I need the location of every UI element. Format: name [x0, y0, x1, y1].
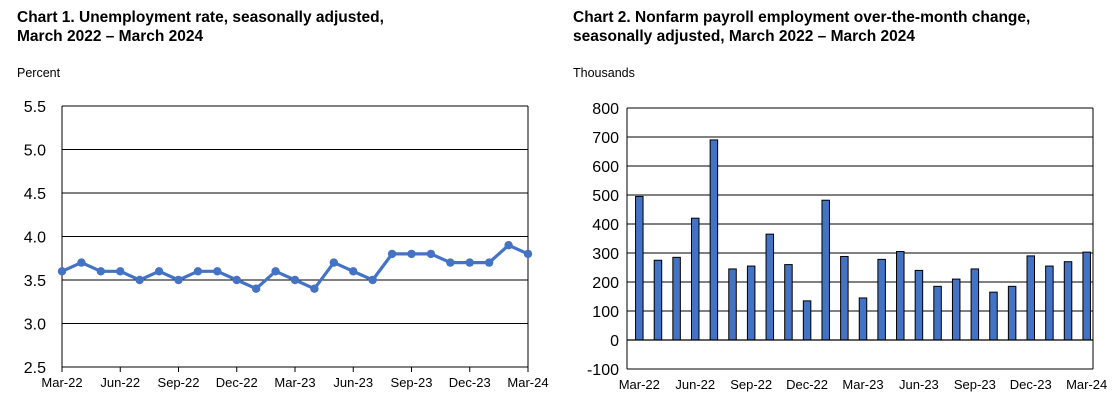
chart2-ytick-label: 100 [592, 304, 619, 321]
chart2-bar [709, 139, 719, 341]
chart1-data-point [349, 267, 358, 276]
chart1-data-point [232, 275, 241, 285]
chart2-ytick-label: 300 [592, 246, 619, 263]
chart2-bar [989, 291, 998, 341]
chart2-bar [635, 195, 644, 341]
chart2-bar [690, 217, 700, 341]
chart1-data-point [465, 258, 474, 267]
chart2-title-line1: Chart 2. Nonfarm payroll employment over… [573, 9, 1031, 26]
chart1-data-point [523, 249, 533, 259]
chart2-bar [802, 300, 812, 341]
chart2-bar [896, 251, 905, 341]
chart1-data-point [329, 258, 339, 267]
chart1-ytick-label: 4.0 [24, 230, 46, 247]
chart1-xtick-label: Jun-22 [100, 375, 140, 390]
chart2-xtick-label: Dec-23 [1010, 377, 1052, 392]
chart2-title: Chart 2. Nonfarm payroll employment over… [573, 8, 1030, 46]
chart1-data-point [251, 284, 261, 293]
chart2-bar [1082, 251, 1091, 341]
chart1-data-point [135, 275, 144, 285]
chart2-ytick-label: 800 [592, 101, 619, 118]
chart1-data-point [290, 275, 300, 285]
chart2-xtick-label: Sep-23 [954, 377, 996, 392]
chart2-bar [970, 268, 980, 341]
chart2-bar [933, 285, 942, 341]
chart1-ytick-label: 5.5 [24, 99, 46, 116]
chart2-ytick-label: 400 [592, 217, 619, 234]
chart2-bar [914, 269, 924, 341]
chart1-ylabel: Percent [17, 66, 61, 80]
chart1-data-point [174, 275, 183, 285]
chart2-bar [1045, 265, 1054, 341]
chart2-ytick-label: 700 [592, 130, 619, 147]
chart1-ytick-label: 4.5 [24, 186, 46, 203]
chart2-bar [951, 278, 961, 341]
chart1-data-point [484, 258, 494, 267]
chart1-data-point [116, 267, 125, 276]
chart2-ylabel: Thousands [573, 66, 635, 80]
chart1-data-point [426, 249, 436, 259]
chart1-data-point [446, 258, 455, 267]
chart1-data-point [154, 267, 164, 276]
chart1-title: Chart 1. Unemployment rate, seasonally a… [17, 8, 384, 46]
chart2-xtick-label: Sep-22 [730, 377, 772, 392]
chart2-ytick-label: 500 [592, 188, 619, 205]
chart1-xtick-label: Dec-22 [216, 375, 258, 390]
chart1-ytick-label: 3.0 [24, 317, 46, 334]
chart2-bar [877, 258, 886, 341]
chart1-data-point [77, 258, 86, 267]
chart2-bar [840, 255, 849, 341]
chart2-xtick-label: Mar-24 [1066, 377, 1107, 392]
chart2-bar [1007, 285, 1017, 341]
chart1-xtick-label: Jun-23 [333, 375, 373, 390]
chart2-xtick-label: Mar-23 [842, 377, 883, 392]
chart1-xtick-label: Dec-23 [449, 375, 491, 390]
chart2-xtick-label: Dec-22 [786, 377, 828, 392]
chart2-ytick-label: 600 [592, 159, 619, 176]
chart1-xtick-label: Sep-23 [391, 375, 433, 390]
chart1-ytick-label: 3.5 [24, 273, 46, 290]
chart1-data-point [96, 267, 106, 276]
chart1-data-point [407, 249, 416, 259]
chart1-data-point [310, 284, 319, 293]
chart1-data-point [57, 267, 67, 276]
chart2-xtick-label: Mar-22 [619, 377, 660, 392]
chart2-title-line2: seasonally adjusted, March 2022 – March … [573, 28, 916, 45]
chart1-data-point [387, 249, 397, 259]
chart2-xtick-label: Jun-22 [675, 377, 715, 392]
chart2-bar [765, 233, 775, 341]
chart1-xtick-label: Mar-23 [274, 375, 315, 390]
chart1-xtick-label: Mar-24 [507, 375, 548, 390]
chart2-xtick-label: Jun-23 [899, 377, 939, 392]
chart2-bar [858, 297, 868, 341]
chart2-bar [653, 259, 663, 341]
chart1-data-point [368, 275, 377, 285]
chart1-data-point [193, 267, 203, 276]
chart2-ytick-label: 0 [610, 333, 619, 350]
chart1-ytick-label: 5.0 [24, 143, 46, 160]
chart2-bar [728, 268, 737, 341]
chart1-data-point [504, 241, 513, 250]
chart2-ytick-label: 200 [592, 275, 619, 292]
chart2-bar [1026, 255, 1036, 341]
chart2-bar [1063, 261, 1073, 341]
chart1-title-line1: Chart 1. Unemployment rate, seasonally a… [17, 9, 384, 26]
chart1-title-line2: March 2022 – March 2024 [17, 28, 204, 45]
chart1-xtick-label: Mar-22 [41, 375, 82, 390]
chart1-xtick-label: Sep-22 [158, 375, 200, 390]
chart1-data-point [213, 267, 222, 276]
chart2-bar [746, 265, 756, 341]
chart1-data-point [271, 267, 280, 276]
chart2-bar [821, 199, 830, 341]
chart2-ytick-label: -100 [587, 362, 619, 379]
chart2-bar [784, 264, 793, 341]
chart2-bar [672, 256, 681, 341]
chart1-ytick-label: 2.5 [24, 360, 46, 377]
